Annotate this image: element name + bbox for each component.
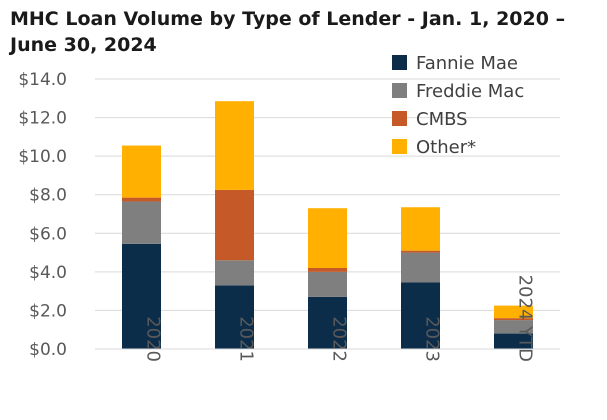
y-tick-label: $10.0 <box>18 147 67 167</box>
legend-label: Freddie Mac <box>416 81 524 102</box>
legend-swatch <box>392 55 407 70</box>
y-tick-label: $0.0 <box>29 340 67 360</box>
x-tick-label: 2022 <box>329 316 350 362</box>
legend-swatch <box>392 83 407 98</box>
bar-segment <box>122 145 161 198</box>
bar-segment <box>215 260 254 286</box>
y-tick-label: $2.0 <box>29 301 67 321</box>
bar-segment <box>401 282 440 349</box>
bar-segment <box>122 243 161 349</box>
y-axis: $0.0 $2.0 $4.0 $6.0 $8.0 $10.0 $12.0 $14.0 <box>18 70 67 360</box>
bar-segment <box>401 250 440 253</box>
legend-swatch <box>392 139 407 154</box>
x-tick-label: 2021 <box>236 316 257 362</box>
bar-segment <box>401 252 440 283</box>
x-tick-label: 2024 YTD <box>515 275 536 362</box>
bars <box>122 101 533 349</box>
bar-segment <box>494 318 533 321</box>
legend: Fannie Mae Freddie Mac CMBS Other* <box>392 53 524 158</box>
bar-segment <box>215 285 254 349</box>
chart-title: MHC Loan Volume by Type of Lender - Jan.… <box>10 8 566 56</box>
bar-segment <box>308 268 347 272</box>
bar-segment <box>215 101 254 190</box>
bar-segment <box>494 305 533 319</box>
bar-segment <box>215 189 254 261</box>
bar-segment <box>494 333 533 349</box>
bar-segment <box>401 207 440 251</box>
x-axis: 2020 2021 2022 2023 2024 YTD <box>95 275 560 362</box>
x-tick-label: 2020 <box>143 316 164 362</box>
x-tick-label: 2023 <box>422 316 443 362</box>
y-tick-label: $4.0 <box>29 263 67 283</box>
y-tick-label: $6.0 <box>29 224 67 244</box>
bar-segment <box>122 197 161 202</box>
bar-segment <box>308 208 347 268</box>
bar-segment <box>122 201 161 244</box>
legend-label: CMBS <box>416 109 468 130</box>
y-tick-label: $8.0 <box>29 186 67 206</box>
bar-segment <box>308 296 347 349</box>
legend-label: Fannie Mae <box>416 53 518 74</box>
bar-segment <box>308 271 347 297</box>
bar-segment <box>494 320 533 334</box>
legend-swatch <box>392 111 407 126</box>
y-tick-label: $14.0 <box>18 70 67 90</box>
legend-label: Other* <box>416 137 476 158</box>
y-tick-label: $12.0 <box>18 109 67 129</box>
